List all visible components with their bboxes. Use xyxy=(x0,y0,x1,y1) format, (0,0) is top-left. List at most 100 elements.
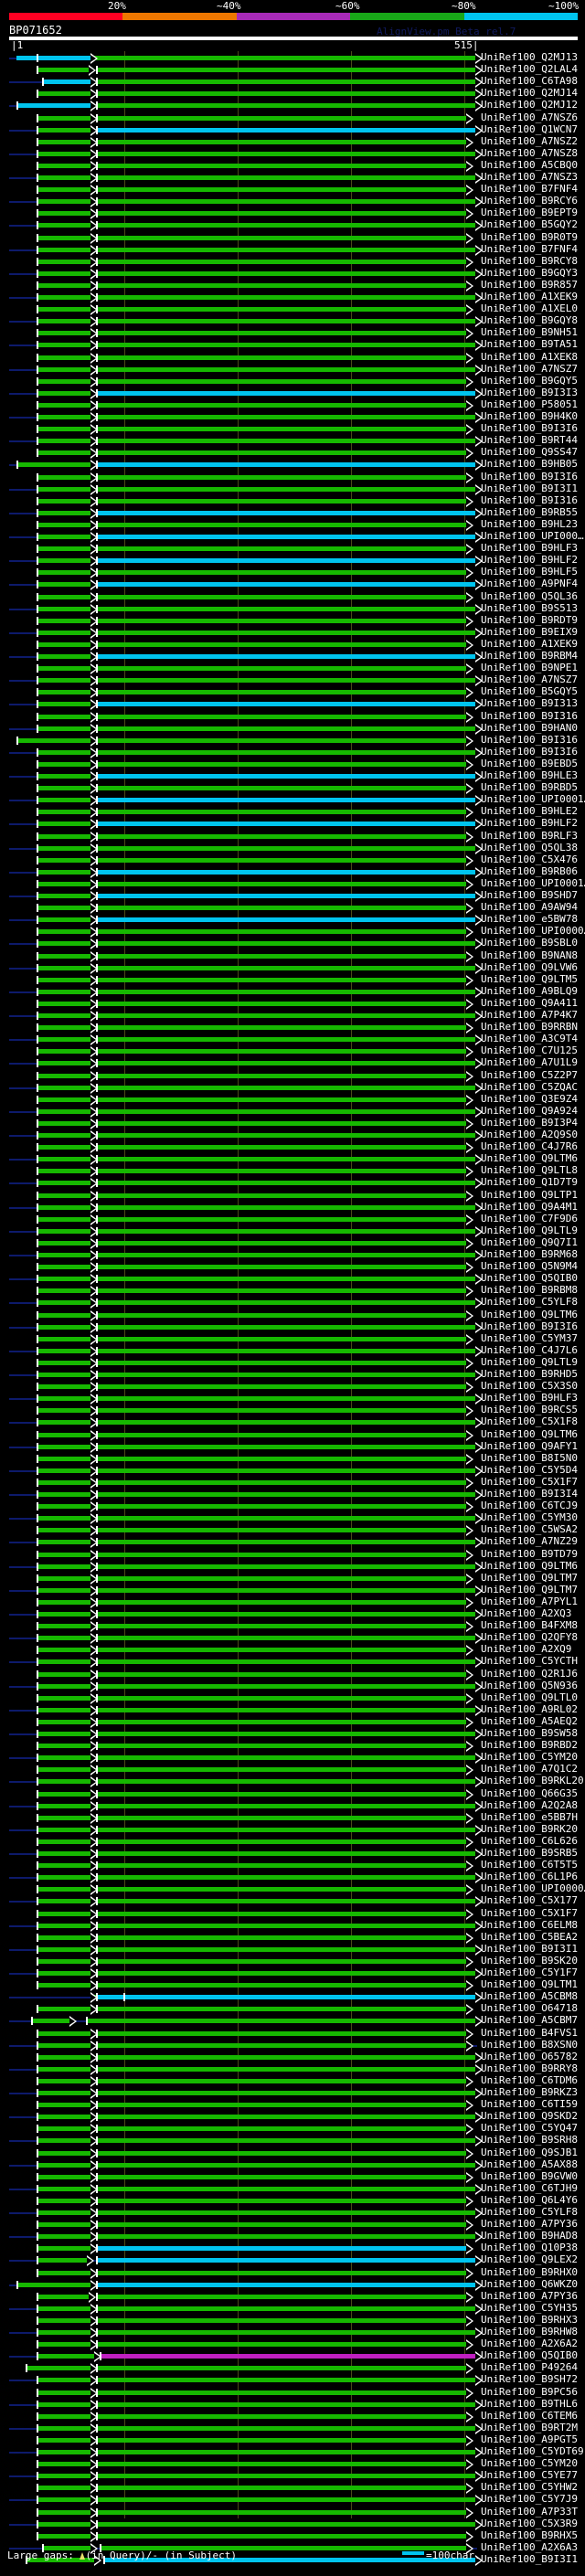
hsp-segment[interactable] xyxy=(36,1612,93,1617)
hsp-segment[interactable] xyxy=(96,786,469,791)
hsp-segment[interactable] xyxy=(96,1575,469,1581)
hit-accession-label[interactable]: UniRef100_B9I3P4 xyxy=(481,1116,578,1129)
hsp-segment[interactable] xyxy=(96,1899,477,1904)
hit-accession-label[interactable]: UniRef100_B9R857 xyxy=(481,278,578,291)
hsp-segment[interactable] xyxy=(96,1492,477,1497)
hit-accession-label[interactable]: UniRef100_C5Z2P7 xyxy=(481,1068,578,1081)
hsp-segment[interactable] xyxy=(96,906,469,911)
hsp-segment[interactable] xyxy=(36,810,93,815)
hsp-segment[interactable] xyxy=(36,1265,93,1270)
hit-accession-label[interactable]: UniRef100_B9SK20 xyxy=(481,1954,578,1966)
alignment-row[interactable]: UniRef100_C5YM30 xyxy=(0,1511,585,1525)
hsp-segment[interactable] xyxy=(36,2030,93,2036)
hsp-segment[interactable] xyxy=(36,1240,93,1246)
hsp-segment[interactable] xyxy=(96,1599,469,1605)
alignment-row[interactable]: UniRef100_B9I316 xyxy=(0,494,585,507)
hsp-segment[interactable] xyxy=(36,535,93,539)
hit-accession-label[interactable]: UniRef100_A7P33T xyxy=(481,2505,578,2518)
hsp-segment[interactable] xyxy=(36,1983,93,1988)
hsp-segment[interactable] xyxy=(36,1288,93,1294)
alignment-row[interactable]: UniRef100_Q1WCN7 xyxy=(0,123,585,136)
hsp-segment[interactable] xyxy=(96,1384,469,1390)
hsp-segment[interactable] xyxy=(96,1373,477,1377)
hsp-segment[interactable] xyxy=(36,2234,93,2240)
hsp-segment[interactable] xyxy=(36,1911,93,1916)
alignment-row[interactable]: UniRef100_C5X1F7 xyxy=(0,1476,585,1489)
hit-accession-label[interactable]: UniRef100_B9RBM4 xyxy=(481,650,578,662)
hsp-segment[interactable] xyxy=(36,654,93,659)
hsp-segment[interactable] xyxy=(96,1145,469,1150)
hit-accession-label[interactable]: UniRef100_UPI0001… xyxy=(481,793,585,806)
hsp-segment[interactable] xyxy=(96,1396,477,1402)
hsp-segment[interactable] xyxy=(96,2210,477,2215)
alignment-row[interactable]: UniRef100_A5AEQ2 xyxy=(0,1715,585,1728)
alignment-row[interactable]: UniRef100_Q9LTP1 xyxy=(0,1189,585,1202)
alignment-row[interactable]: UniRef100_Q2MJ14 xyxy=(0,87,585,101)
hit-accession-label[interactable]: UniRef100_Q9LTM5 xyxy=(481,972,578,985)
alignment-row[interactable]: UniRef100_Q6WKZ0 xyxy=(0,2278,585,2291)
hit-accession-label[interactable]: UniRef100_Q5QIB0 xyxy=(481,1272,578,1285)
alignment-row[interactable]: UniRef100_B9I3I6 xyxy=(0,471,585,483)
hit-accession-label[interactable]: UniRef100_B9I3I3 xyxy=(481,386,578,398)
hsp-segment[interactable] xyxy=(96,1744,469,1749)
alignment-row[interactable]: UniRef100_A7NSZ6 xyxy=(0,111,585,124)
hit-accession-label[interactable]: UniRef100_A7NSZ3 xyxy=(481,171,578,183)
hsp-segment[interactable] xyxy=(36,307,93,313)
alignment-row[interactable]: UniRef100_B9HB05 xyxy=(0,459,585,472)
alignment-row[interactable]: UniRef100_A7NSZ3 xyxy=(0,171,585,184)
hsp-segment[interactable] xyxy=(96,2198,469,2203)
hsp-segment[interactable] xyxy=(96,1648,469,1653)
alignment-row[interactable]: UniRef100_C5Z2P7 xyxy=(0,1068,585,1082)
hit-accession-label[interactable]: UniRef100_C5YM30 xyxy=(481,1511,578,1524)
hsp-segment[interactable] xyxy=(36,1312,93,1318)
hit-accession-label[interactable]: UniRef100_Q9A924 xyxy=(481,1104,578,1117)
alignment-row[interactable]: UniRef100_B7FNF4 xyxy=(0,184,585,196)
hit-accession-label[interactable]: UniRef100_UPI0000… xyxy=(481,1882,585,1895)
hit-accession-label[interactable]: UniRef100_Q2QFY8 xyxy=(481,1631,578,1644)
hsp-segment[interactable] xyxy=(96,618,469,623)
alignment-row[interactable]: UniRef100_A7PY36 xyxy=(0,2290,585,2303)
hsp-segment[interactable] xyxy=(100,2545,469,2550)
hit-accession-label[interactable]: UniRef100_P49264 xyxy=(481,2361,578,2374)
hsp-segment[interactable] xyxy=(96,546,469,552)
hsp-segment[interactable] xyxy=(96,1791,469,1797)
alignment-row[interactable]: UniRef100_C4J7L6 xyxy=(0,1344,585,1357)
hit-accession-label[interactable]: UniRef100_A1XEK8 xyxy=(481,350,578,363)
hsp-segment[interactable] xyxy=(36,774,93,779)
hsp-segment[interactable] xyxy=(36,439,93,444)
hsp-segment[interactable] xyxy=(96,570,469,576)
hsp-segment[interactable] xyxy=(36,2401,93,2407)
hit-accession-label[interactable]: UniRef100_C5YE77 xyxy=(481,2469,578,2482)
alignment-row[interactable]: UniRef100_B9RHX0 xyxy=(0,2266,585,2279)
hit-accession-label[interactable]: UniRef100_Q6L4Y6 xyxy=(481,2193,578,2206)
hsp-segment[interactable] xyxy=(36,2521,93,2527)
hsp-segment[interactable] xyxy=(36,270,93,276)
alignment-row[interactable]: UniRef100_B9I316 xyxy=(0,710,585,723)
alignment-row[interactable]: UniRef100_B4FXM8 xyxy=(0,1620,585,1633)
hsp-segment[interactable] xyxy=(36,1958,93,1964)
hsp-segment[interactable] xyxy=(96,1839,469,1844)
alignment-row[interactable]: UniRef100_B9SRB5 xyxy=(0,1848,585,1860)
hsp-segment[interactable] xyxy=(96,2174,469,2179)
alignment-row[interactable]: UniRef100_B9HLF2 xyxy=(0,555,585,567)
hit-accession-label[interactable]: UniRef100_B9SH72 xyxy=(481,2373,578,2386)
hsp-segment[interactable] xyxy=(96,1552,469,1557)
alignment-row[interactable]: UniRef100_B9RLF3 xyxy=(0,830,585,843)
hsp-segment[interactable] xyxy=(36,1001,93,1006)
hsp-segment[interactable] xyxy=(36,2091,93,2095)
hit-accession-label[interactable]: UniRef100_Q9SKD2 xyxy=(481,2110,578,2123)
hsp-segment[interactable] xyxy=(96,2486,469,2491)
alignment-row[interactable]: UniRef100_A3C9T4 xyxy=(0,1034,585,1046)
hsp-segment[interactable] xyxy=(36,2450,93,2454)
hsp-segment[interactable] xyxy=(36,606,93,611)
hit-accession-label[interactable]: UniRef100_Q2MJ14 xyxy=(481,87,578,100)
alignment-row[interactable]: UniRef100_C5YM37 xyxy=(0,1332,585,1345)
hit-accession-label[interactable]: UniRef100_B9PC56 xyxy=(481,2385,578,2398)
hsp-segment[interactable] xyxy=(36,427,93,432)
hsp-segment[interactable] xyxy=(96,535,477,539)
hsp-segment[interactable] xyxy=(36,415,93,419)
alignment-row[interactable]: UniRef100_B9I3I1 xyxy=(0,1943,585,1956)
hit-accession-label[interactable]: UniRef100_C5X3R9 xyxy=(481,2517,578,2529)
alignment-row[interactable]: UniRef100_B9EIX9 xyxy=(0,626,585,639)
hit-accession-label[interactable]: UniRef100_e5BB7H xyxy=(481,1810,578,1823)
